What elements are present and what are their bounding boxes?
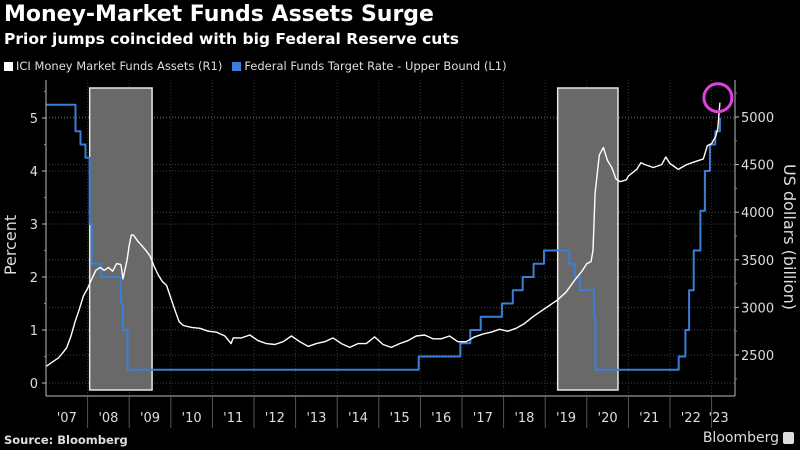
- x-tick-label: '18: [514, 411, 534, 426]
- source-note: Source: Bloomberg: [4, 433, 128, 447]
- x-tick-label: '12: [265, 411, 285, 426]
- x-tick-label: '22: [681, 411, 701, 426]
- left-tick-label: 0: [30, 377, 38, 392]
- x-tick-label: '09: [140, 411, 160, 426]
- x-tick-label: '07: [57, 411, 77, 426]
- series-lines: [45, 82, 734, 371]
- chart-subtitle: Prior jumps coincided with big Federal R…: [4, 30, 459, 48]
- shaded-period: [556, 87, 619, 391]
- left-tick-label: 5: [30, 112, 38, 127]
- shaded-periods: [88, 87, 619, 391]
- right-axis-label: US dollars (billion): [780, 164, 799, 310]
- x-tick-label: '14: [348, 411, 368, 426]
- x-tick-label: '19: [556, 411, 576, 426]
- right-tick-label: 3000: [741, 301, 774, 316]
- shaded-period: [88, 87, 153, 391]
- legend-item-rate: Federal Funds Target Rate - Upper Bound …: [232, 59, 507, 73]
- series-line-fed-funds-rate: [46, 103, 721, 371]
- x-tick-label: '20: [598, 411, 618, 426]
- right-tick-label: 4500: [741, 159, 774, 174]
- series-line-mmf-assets: [45, 102, 721, 367]
- gridlines: [46, 80, 735, 396]
- right-tick-label: 4000: [741, 206, 774, 221]
- left-axis-label: Percent: [1, 215, 20, 275]
- x-tick-label: '17: [473, 411, 493, 426]
- x-tick-label: '08: [98, 411, 118, 426]
- axes: 0 1 2 3 4 5 2500 3000 3500 4000 4500 5000 '07 '08 '09 '…: [30, 80, 774, 428]
- left-tick-label: 1: [30, 324, 38, 339]
- left-tick-label: 4: [30, 165, 38, 180]
- x-tick-label: '21: [639, 411, 659, 426]
- left-tick-label: 2: [30, 271, 38, 286]
- x-tick-label: '10: [182, 411, 202, 426]
- bloomberg-logo-icon: [783, 432, 794, 444]
- legend-label-rate: Federal Funds Target Rate - Upper Bound …: [244, 59, 507, 73]
- legend: ICI Money Market Funds Assets (R1) Feder…: [4, 59, 507, 73]
- brand-text: Bloomberg: [702, 430, 779, 446]
- x-tick-label: '13: [306, 411, 326, 426]
- highlight-circle: [702, 82, 734, 114]
- x-tick-label: '23: [709, 411, 729, 426]
- legend-label-assets: ICI Money Market Funds Assets (R1): [16, 59, 223, 73]
- chart-title: Money-Market Funds Assets Surge: [4, 2, 434, 27]
- x-tick-label: '11: [223, 411, 243, 426]
- right-tick-label: 3500: [741, 254, 774, 269]
- x-tick-label: '15: [390, 411, 410, 426]
- legend-swatch-rate: [232, 61, 242, 71]
- legend-swatch-assets: [4, 61, 13, 71]
- legend-item-assets: ICI Money Market Funds Assets (R1): [4, 59, 222, 73]
- right-tick-label: 5000: [741, 111, 774, 126]
- bloomberg-brand: Bloomberg: [703, 430, 794, 446]
- left-tick-label: 3: [30, 218, 38, 233]
- x-tick-label: '16: [431, 411, 451, 426]
- right-tick-label: 2500: [741, 349, 774, 364]
